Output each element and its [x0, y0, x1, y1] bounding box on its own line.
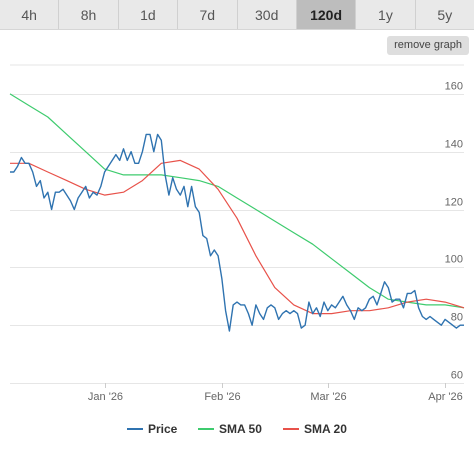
y-tick-label: 100 [445, 254, 463, 266]
x-tick-label: Feb '26 [204, 391, 240, 403]
sma-20-series-line [10, 159, 465, 315]
y-tick-label: 60 [451, 370, 463, 382]
price-series-line [10, 133, 464, 332]
y-tick-label: 120 [445, 197, 463, 209]
chart-axes: 60 80 100 120 140 160 Jan '26 Feb '26 Mar '26 Apr… [88, 81, 463, 404]
tab-1y[interactable]: 1y [356, 0, 416, 29]
legend-label-sma-50: SMA 50 [219, 422, 262, 436]
tab-8h[interactable]: 8h [59, 0, 119, 29]
y-tick-label: 160 [445, 81, 463, 93]
sma-50-series-line [9, 93, 465, 309]
tab-120d[interactable]: 120d [296, 0, 357, 29]
remove-graph-button[interactable]: remove graph [387, 36, 469, 55]
chart-series [9, 93, 465, 332]
chart-legend: Price SMA 50 SMA 20 [127, 422, 347, 436]
tab-7d[interactable]: 7d [178, 0, 238, 29]
x-tick-label: Apr '26 [428, 391, 463, 403]
chart-grid [10, 64, 464, 384]
tab-4h[interactable]: 4h [0, 0, 60, 29]
x-tick-label: Jan '26 [88, 391, 123, 403]
y-tick-label: 140 [445, 139, 463, 151]
y-tick-label: 80 [451, 312, 463, 324]
legend-label-price: Price [148, 422, 178, 436]
timeframe-tabs: 4h 8h 1d 7d 30d 120d 1y 5y [0, 0, 474, 30]
x-tick-label: Mar '26 [310, 391, 346, 403]
tab-5y[interactable]: 5y [437, 6, 453, 23]
tab-30d[interactable]: 30d [238, 0, 297, 29]
legend-label-sma-20: SMA 20 [304, 422, 347, 436]
tab-1d[interactable]: 1d [119, 0, 179, 29]
